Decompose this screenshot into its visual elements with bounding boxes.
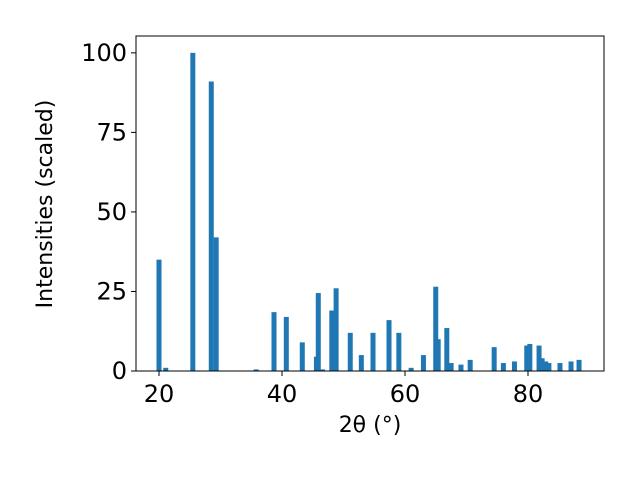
y-tick-label: 0 (112, 357, 127, 385)
bar (557, 363, 563, 371)
bar (396, 332, 402, 371)
x-axis-label: 2θ (°) (339, 413, 402, 438)
bar (543, 361, 549, 371)
bar (329, 310, 335, 371)
x-tick-label: 80 (513, 380, 544, 408)
bar (315, 293, 321, 371)
bar (539, 358, 545, 371)
bar (283, 316, 289, 371)
bar (253, 369, 259, 371)
y-tick-label: 25 (96, 277, 127, 305)
bar (527, 343, 533, 371)
bar (458, 364, 464, 371)
bar (448, 363, 454, 371)
y-axis-label: Intensities (scaled) (33, 100, 58, 309)
bar (213, 237, 219, 371)
bar (433, 286, 439, 371)
bar (435, 339, 441, 371)
x-tick-label: 60 (390, 380, 421, 408)
bar (320, 369, 326, 371)
x-tick-label: 20 (144, 380, 175, 408)
bar (420, 355, 426, 371)
bar (536, 345, 542, 371)
bar (524, 345, 530, 371)
bar (467, 359, 473, 371)
bar (333, 288, 339, 371)
y-tick-label: 50 (96, 198, 127, 226)
x-tick-label: 40 (267, 380, 298, 408)
y-tick-label: 75 (96, 118, 127, 146)
bar (408, 367, 414, 371)
y-tick-label: 100 (81, 39, 127, 67)
bar (358, 355, 364, 371)
bar (208, 81, 214, 371)
bar (163, 367, 169, 371)
bar (500, 363, 506, 371)
bar (347, 332, 353, 371)
bar (576, 359, 582, 371)
bar (491, 347, 497, 371)
bar (370, 332, 376, 371)
bar (156, 259, 162, 371)
bar (190, 52, 196, 371)
bar (271, 312, 277, 371)
bar (546, 363, 552, 371)
bar (386, 320, 392, 371)
plot-frame (135, 35, 605, 372)
bar (444, 328, 450, 371)
bar (568, 361, 574, 371)
bar (299, 342, 305, 371)
bar (511, 361, 517, 371)
